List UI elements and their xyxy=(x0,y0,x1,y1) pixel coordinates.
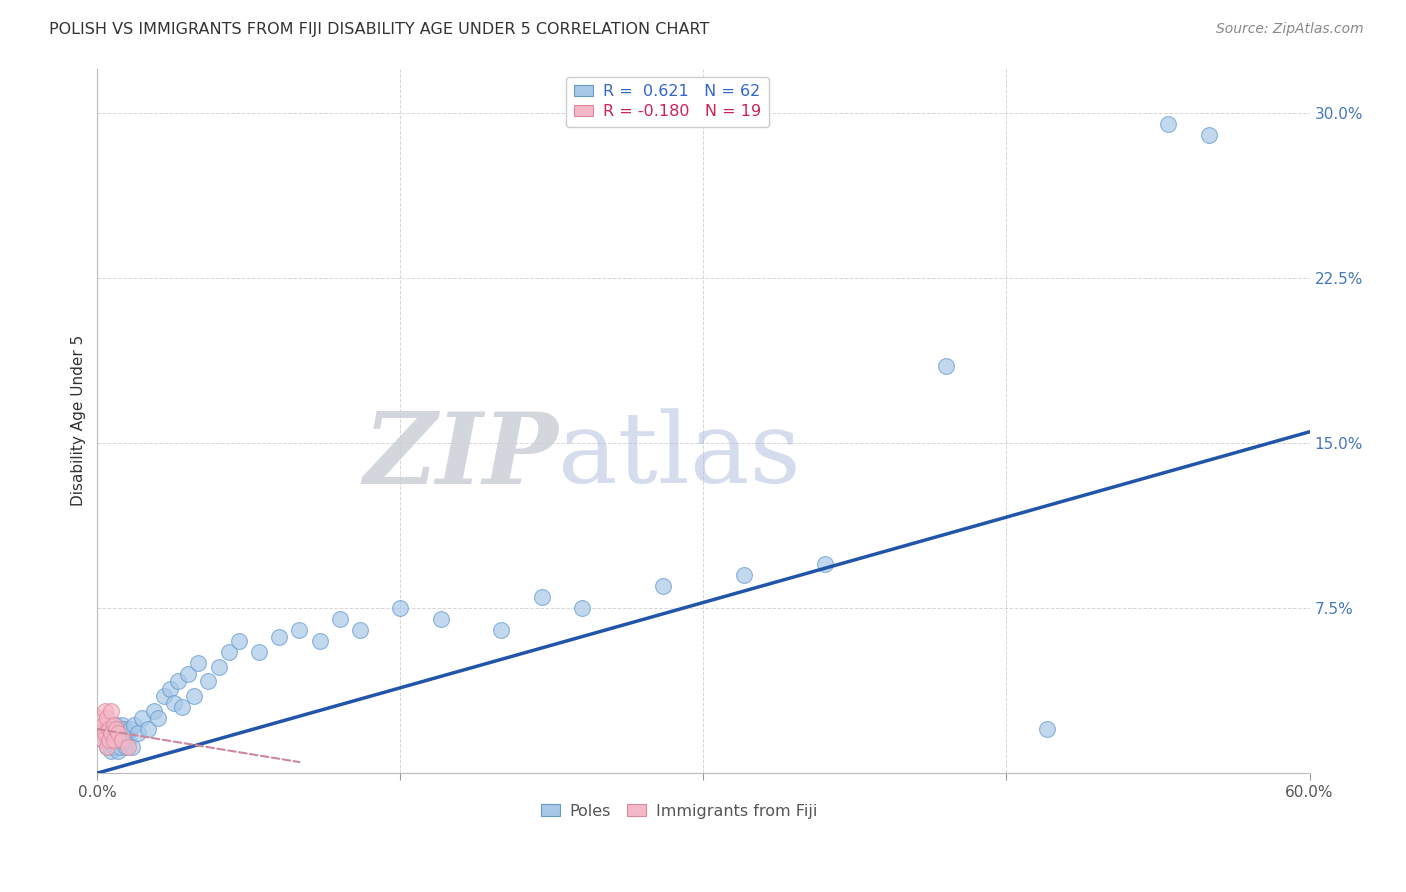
Point xyxy=(247,645,270,659)
Point xyxy=(104,717,127,731)
Point xyxy=(103,726,125,740)
Point xyxy=(308,634,330,648)
Point xyxy=(218,645,240,659)
Text: POLISH VS IMMIGRANTS FROM FIJI DISABILITY AGE UNDER 5 CORRELATION CHART: POLISH VS IMMIGRANTS FROM FIJI DISABILIT… xyxy=(49,22,710,37)
Point xyxy=(100,722,122,736)
Point xyxy=(100,726,122,740)
Point xyxy=(114,726,136,740)
Point xyxy=(131,711,153,725)
Point xyxy=(96,739,118,754)
Point xyxy=(108,739,131,754)
Point xyxy=(98,733,121,747)
Point xyxy=(98,735,121,749)
Point xyxy=(733,568,755,582)
Point xyxy=(107,726,129,740)
Point xyxy=(93,733,115,747)
Point xyxy=(146,711,169,725)
Point xyxy=(122,717,145,731)
Point xyxy=(207,660,229,674)
Point xyxy=(110,717,132,731)
Point xyxy=(98,726,121,740)
Point xyxy=(96,711,118,725)
Point xyxy=(96,739,118,754)
Point xyxy=(167,673,190,688)
Point xyxy=(100,705,122,719)
Point xyxy=(108,722,131,736)
Point xyxy=(153,689,176,703)
Point xyxy=(94,705,117,719)
Point xyxy=(187,656,209,670)
Point xyxy=(430,612,453,626)
Point xyxy=(172,700,194,714)
Point xyxy=(89,722,111,736)
Point xyxy=(110,733,132,747)
Point xyxy=(159,682,181,697)
Point xyxy=(127,726,149,740)
Point xyxy=(136,722,159,736)
Text: atlas: atlas xyxy=(558,409,801,504)
Point xyxy=(107,744,129,758)
Point xyxy=(103,733,125,747)
Point xyxy=(349,623,371,637)
Point xyxy=(1198,128,1220,142)
Point xyxy=(114,739,136,754)
Point xyxy=(98,722,121,736)
Point xyxy=(814,557,837,571)
Text: ZIP: ZIP xyxy=(363,408,558,504)
Point xyxy=(112,735,135,749)
Point xyxy=(103,739,125,754)
Point xyxy=(530,590,553,604)
Point xyxy=(104,722,127,736)
Point xyxy=(110,733,132,747)
Point xyxy=(163,696,186,710)
Y-axis label: Disability Age Under 5: Disability Age Under 5 xyxy=(72,335,86,507)
Point xyxy=(118,722,141,736)
Point xyxy=(197,673,219,688)
Point xyxy=(112,722,135,736)
Point xyxy=(288,623,311,637)
Point xyxy=(107,726,129,740)
Point xyxy=(100,731,122,745)
Point xyxy=(94,726,117,740)
Point xyxy=(104,733,127,747)
Point xyxy=(571,601,593,615)
Point xyxy=(491,623,513,637)
Legend: Poles, Immigrants from Fiji: Poles, Immigrants from Fiji xyxy=(534,797,824,825)
Point xyxy=(228,634,250,648)
Point xyxy=(1036,722,1059,736)
Point xyxy=(269,630,291,644)
Point xyxy=(935,359,957,373)
Text: Source: ZipAtlas.com: Source: ZipAtlas.com xyxy=(1216,22,1364,37)
Point xyxy=(96,722,118,736)
Point xyxy=(142,705,165,719)
Point xyxy=(90,726,112,740)
Point xyxy=(117,733,139,747)
Point xyxy=(117,739,139,754)
Point xyxy=(94,726,117,740)
Point xyxy=(1157,117,1180,131)
Point xyxy=(103,717,125,731)
Point xyxy=(177,667,200,681)
Point xyxy=(652,579,675,593)
Point xyxy=(389,601,412,615)
Point xyxy=(90,711,112,725)
Point xyxy=(100,744,122,758)
Point xyxy=(121,739,143,754)
Point xyxy=(93,717,115,731)
Point xyxy=(93,733,115,747)
Point xyxy=(329,612,352,626)
Point xyxy=(183,689,205,703)
